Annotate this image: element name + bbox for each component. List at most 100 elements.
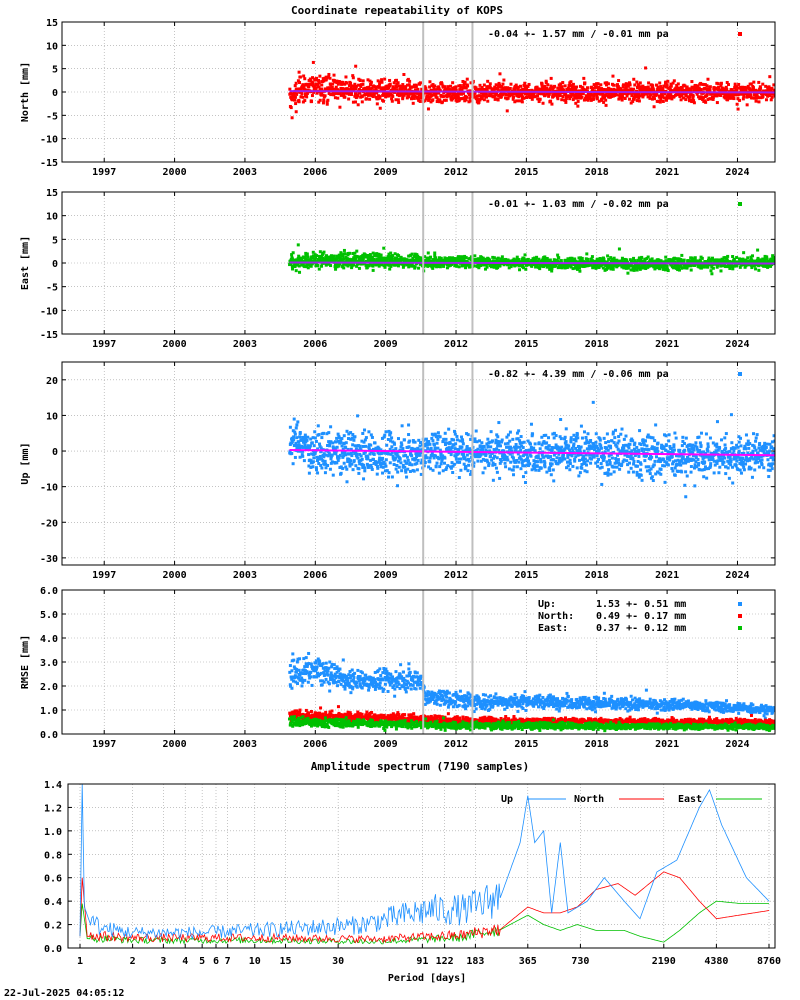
north-point — [455, 99, 459, 103]
east-point — [433, 251, 437, 255]
up-point — [424, 454, 428, 458]
up-point — [315, 459, 319, 463]
north-point — [484, 95, 488, 99]
up-point — [309, 465, 313, 469]
east-point — [766, 265, 770, 269]
north-point — [426, 107, 430, 111]
north-point — [530, 88, 534, 92]
north-point — [478, 98, 482, 102]
up-point — [362, 440, 366, 444]
east-point — [714, 258, 718, 262]
north-point — [427, 97, 431, 101]
north-point — [654, 83, 658, 87]
up-point — [521, 475, 525, 479]
up-point — [410, 454, 414, 458]
east-ylabel: East [mm] — [20, 236, 31, 290]
east-point — [473, 254, 477, 258]
east-point — [743, 265, 747, 269]
up-point — [308, 444, 312, 448]
up-point — [597, 457, 601, 461]
up-point — [534, 468, 538, 472]
east-point — [661, 260, 665, 264]
up-point — [345, 429, 349, 433]
up-point — [367, 430, 371, 434]
north-point — [407, 83, 411, 87]
north-point — [725, 87, 729, 91]
up-point — [401, 447, 405, 451]
north-point — [649, 93, 653, 97]
up-point — [305, 438, 309, 442]
up-point — [374, 446, 378, 450]
north-point — [293, 84, 297, 88]
up-point — [575, 433, 579, 437]
east-point — [380, 263, 384, 267]
east-point — [602, 257, 606, 261]
north-point — [320, 87, 324, 91]
up-point — [540, 443, 544, 447]
east-point — [435, 265, 439, 269]
up-xtick-label: 2003 — [233, 570, 257, 581]
north-point — [773, 89, 775, 93]
east-point — [680, 266, 684, 270]
east-point — [431, 266, 435, 270]
up-point — [423, 444, 427, 448]
north-point — [678, 95, 682, 99]
north-point — [402, 73, 406, 77]
north-point — [700, 82, 704, 86]
north-point — [625, 94, 629, 98]
east-point — [508, 259, 512, 263]
north-point — [648, 96, 652, 100]
up-point — [583, 460, 587, 464]
up-xtick-label: 2018 — [585, 570, 609, 581]
up-point — [350, 454, 354, 458]
up-point — [406, 458, 410, 462]
up-point — [298, 435, 302, 439]
north-point — [395, 85, 399, 89]
north-point — [644, 92, 648, 96]
east-point — [606, 254, 610, 258]
up-point — [423, 461, 427, 465]
north-point — [560, 98, 564, 102]
north-xtick-label: 2003 — [233, 167, 257, 178]
up-point — [389, 439, 393, 443]
north-point — [438, 100, 442, 104]
north-point — [766, 94, 770, 98]
up-point — [320, 466, 324, 470]
up-point — [457, 476, 461, 480]
east-point — [366, 253, 370, 257]
up-point — [469, 448, 473, 452]
north-point — [442, 98, 446, 102]
east-point — [464, 266, 468, 270]
up-point — [343, 451, 347, 455]
north-point — [556, 97, 560, 101]
north-point — [589, 92, 593, 96]
up-point — [425, 456, 429, 460]
up-point — [418, 444, 422, 448]
east-point — [735, 256, 739, 260]
up-point — [348, 464, 352, 468]
north-point — [703, 83, 707, 87]
east-point — [578, 266, 582, 270]
north-point — [410, 85, 414, 89]
up-point — [485, 442, 489, 446]
east-point — [433, 254, 437, 258]
up-point — [428, 442, 432, 446]
north-point — [391, 85, 395, 89]
up-point — [543, 465, 547, 469]
up-point — [454, 455, 458, 459]
east-point — [728, 266, 732, 270]
east-point — [548, 258, 552, 262]
up-point — [549, 455, 553, 459]
up-point — [354, 464, 358, 468]
east-point — [437, 258, 441, 262]
north-point — [299, 95, 303, 99]
up-point — [591, 453, 595, 457]
up-point — [549, 464, 553, 468]
north-point — [728, 94, 732, 98]
north-point — [345, 81, 349, 85]
north-point — [666, 79, 670, 83]
up-point — [461, 438, 465, 442]
east-point — [513, 263, 517, 267]
east-point — [298, 270, 302, 274]
east-point — [436, 263, 440, 267]
